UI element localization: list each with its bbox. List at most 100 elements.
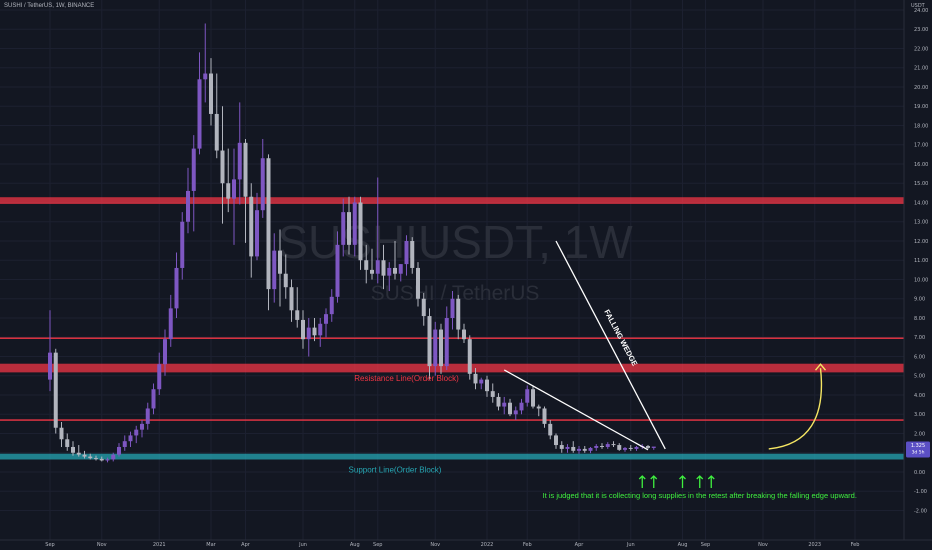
candle-up (174, 267, 179, 309)
x-tick-label: Apr (575, 542, 585, 548)
candle-up (525, 389, 530, 403)
candle-down (347, 212, 351, 245)
candle-down (71, 446, 75, 453)
candle-down (266, 158, 271, 290)
bounce-arrow-head (679, 475, 686, 480)
candle-up (111, 454, 116, 460)
x-tick-label: Aug (350, 542, 360, 548)
y-tick-label: 23.00 (914, 27, 928, 33)
y-tick-label: 9.00 (914, 297, 925, 303)
current-price-badge: 1.325 3d 5h (906, 441, 930, 458)
candle-up (203, 73, 208, 80)
candle-down (59, 427, 64, 440)
candle-up (318, 323, 323, 336)
candle-up (117, 446, 121, 455)
currency-label: USDT (911, 3, 925, 9)
time-axis[interactable]: Sep Nov 2021 Mar Apr Jun Aug Sep Nov 2022 Feb Apr Ju… (0, 539, 932, 548)
candle-down (490, 391, 495, 397)
y-tick-label: 5.00 (914, 374, 925, 380)
resistance-label: Resistance Line(Order Block) (354, 374, 459, 383)
candle-down (617, 445, 622, 450)
candle-up (519, 402, 524, 411)
candle-down (53, 352, 58, 428)
candle-down (485, 379, 489, 392)
x-tick-label: Jun (298, 542, 307, 548)
candle-up (128, 435, 133, 442)
candle-down (611, 444, 616, 446)
candle-down (473, 373, 478, 384)
candle-down (214, 113, 219, 151)
candle-up (565, 446, 570, 449)
candle-up (444, 318, 449, 367)
candle-down (301, 319, 305, 340)
candle-up (197, 79, 202, 149)
candle-down (370, 269, 374, 274)
horizontal-levels (0, 197, 904, 460)
candle-down (295, 310, 300, 320)
x-tick-label: Apr (241, 542, 251, 548)
wedge-lower-line (503, 369, 649, 451)
analysis-comment: It is judged that it is collecting long … (543, 491, 857, 500)
y-tick-label: 4.00 (914, 393, 925, 399)
watermark-ticker: SUSHIUSDT, 1W (277, 216, 633, 268)
candle-down (548, 423, 553, 436)
y-tick-label: 3.00 (914, 412, 925, 418)
candle-up (335, 244, 340, 297)
candle-down (65, 439, 70, 447)
candle-down (462, 329, 466, 340)
candle-up (48, 352, 52, 380)
y-tick-label: 17.00 (914, 143, 928, 149)
y-tick-label: 14.00 (914, 200, 928, 206)
candle-up (404, 241, 409, 265)
y-tick-label: 18.00 (914, 123, 928, 129)
x-tick-label: Aug (678, 542, 688, 548)
x-tick-label: Nov (97, 542, 107, 548)
candle-up (324, 314, 328, 324)
candle-down (646, 446, 650, 448)
candle-up (122, 441, 127, 447)
candle-up (479, 379, 484, 384)
candle-down (364, 260, 369, 270)
candle-up (272, 250, 277, 290)
x-tick-label: 2021 (153, 542, 166, 548)
candle-up (605, 444, 610, 447)
wedge-upper-line (555, 240, 666, 450)
support-label: Support Line(Order Block) (349, 466, 442, 475)
chart-drawings (503, 240, 827, 488)
y-tick-label: 15.00 (914, 181, 928, 187)
y-tick-label: 24.00 (914, 8, 928, 14)
candle-down (381, 260, 386, 276)
candle-up (186, 190, 190, 222)
candle-down (76, 452, 81, 455)
candle-up (375, 260, 380, 274)
candle-up (594, 446, 599, 448)
price-axis[interactable]: -2.00-1.000.001.002.003.004.005.006.007.… (903, 0, 928, 540)
candle-up (237, 142, 242, 180)
candle-down (410, 241, 415, 268)
candle-down (249, 196, 254, 257)
y-tick-label: 20.00 (914, 85, 928, 91)
bounce-arrow-head (650, 475, 658, 480)
candle-down (88, 456, 93, 459)
bounce-arrow-head (696, 475, 704, 480)
y-tick-label: -1.00 (914, 489, 927, 495)
candle-down (456, 298, 461, 330)
candle-up (634, 446, 639, 449)
candle-down (536, 406, 541, 409)
candle-down (358, 202, 363, 261)
support-zone (0, 453, 904, 460)
x-tick-label: Sep (701, 542, 710, 548)
y-tick-label: 13.00 (914, 220, 928, 226)
bounce-arrow-head (638, 475, 646, 480)
candle-down (393, 267, 397, 274)
projection-arrow (768, 368, 823, 450)
candle-up (450, 298, 455, 318)
x-tick-label: Jun (626, 542, 635, 548)
candle-down (226, 183, 231, 199)
candle-down (421, 298, 426, 317)
candle-up (191, 148, 196, 191)
candle-down (600, 446, 604, 448)
candle-up (651, 446, 656, 448)
y-tick-label: 19.00 (914, 104, 928, 110)
